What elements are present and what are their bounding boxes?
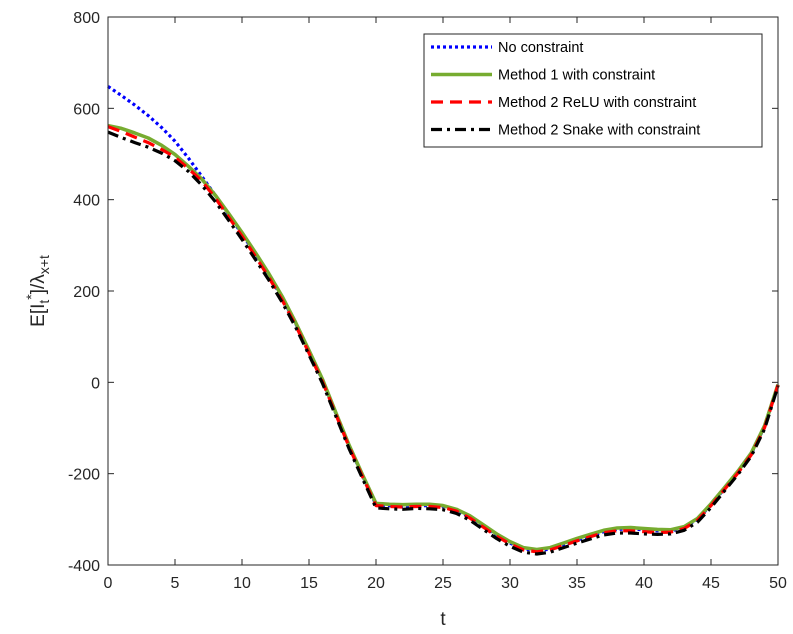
x-tick-label: 45: [702, 575, 720, 592]
legend-label-2: Method 1 with constraint: [498, 68, 655, 84]
y-axis-title: E[It*]/λx+t: [23, 255, 52, 327]
x-tick-label: 10: [233, 575, 251, 592]
y-tick-label: -400: [68, 558, 100, 575]
y-tick-label: 200: [73, 284, 100, 301]
x-tick-label: 40: [635, 575, 653, 592]
series-line-4: [107, 130, 780, 556]
y-tick-label: -200: [68, 467, 100, 484]
y-axis-title-base: E[I: [28, 304, 49, 327]
x-tick-label: 25: [434, 575, 452, 592]
ticks-layer: 0 5 10 15 20 25 30 35 40 45 50 -400 -200 0 200 400 600 80…: [68, 10, 787, 592]
x-tick-label: 20: [367, 575, 385, 592]
x-tick-label: 35: [568, 575, 586, 592]
y-axis-title-close: ]/λ: [28, 274, 49, 295]
series-line-2: [107, 123, 780, 552]
x-tick-label: 0: [104, 575, 113, 592]
x-tick-label: 5: [171, 575, 180, 592]
y-tick-label: 400: [73, 193, 100, 210]
y-axis-title-subscript-t: t: [36, 300, 52, 304]
x-tick-label: 50: [769, 575, 787, 592]
legend-label-3: Method 2 ReLU with constraint: [498, 95, 696, 111]
x-tick-label: 30: [501, 575, 519, 592]
y-axis-title-subscript-xt: x+t: [36, 255, 52, 274]
y-tick-label: 0: [91, 375, 100, 392]
y-tick-label: 800: [73, 10, 100, 27]
series-layer: [107, 85, 780, 556]
legend-label-1: No constraint: [498, 40, 583, 56]
x-axis-title: t: [440, 609, 446, 630]
y-axis-title-superscript-star: *: [23, 294, 39, 300]
series-line-3: [107, 125, 780, 554]
legend: No constraint Method 1 with constraint Met…: [423, 33, 763, 148]
y-tick-label: 600: [73, 101, 100, 118]
x-tick-label: 15: [300, 575, 318, 592]
legend-label-4: Method 2 Snake with constraint: [498, 123, 700, 139]
